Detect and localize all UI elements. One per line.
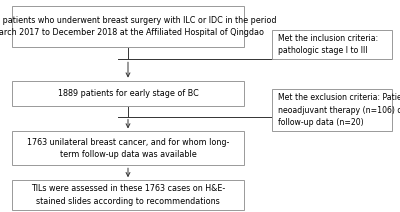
Text: 1889 patients for early stage of BC: 1889 patients for early stage of BC	[58, 89, 198, 98]
Text: 1904 patients who underwent breast surgery with ILC or IDC in the period
March 2: 1904 patients who underwent breast surge…	[0, 16, 276, 37]
FancyBboxPatch shape	[272, 89, 392, 131]
Text: Met the exclusion criteria: Patients with
neoadjuvant therapy (n=106) or unavail: Met the exclusion criteria: Patients wit…	[278, 93, 400, 127]
Text: 1763 unilateral breast cancer, and for whom long-
term follow-up data was availa: 1763 unilateral breast cancer, and for w…	[27, 138, 229, 159]
FancyBboxPatch shape	[272, 30, 392, 59]
FancyBboxPatch shape	[12, 131, 244, 165]
FancyBboxPatch shape	[12, 6, 244, 47]
Text: TILs were assessed in these 1763 cases on H&E-
stained slides according to recom: TILs were assessed in these 1763 cases o…	[31, 184, 225, 206]
Text: Met the inclusion criteria:
pathologic stage I to III: Met the inclusion criteria: pathologic s…	[278, 34, 378, 55]
FancyBboxPatch shape	[12, 81, 244, 106]
FancyBboxPatch shape	[12, 180, 244, 210]
